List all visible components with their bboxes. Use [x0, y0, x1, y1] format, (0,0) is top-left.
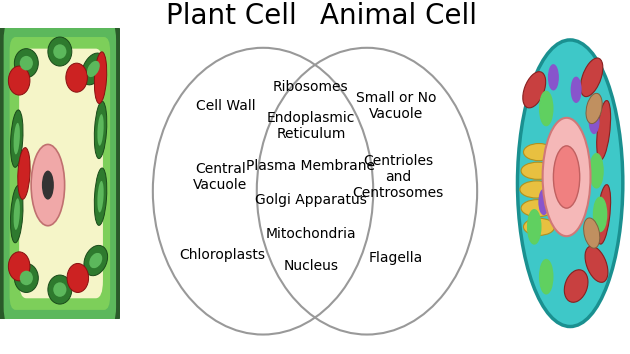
- Ellipse shape: [14, 263, 38, 292]
- Circle shape: [590, 154, 603, 188]
- Text: Chloroplasts: Chloroplasts: [180, 248, 266, 262]
- Circle shape: [540, 259, 553, 294]
- Text: Nucleus: Nucleus: [284, 259, 338, 273]
- Ellipse shape: [521, 162, 554, 179]
- Ellipse shape: [66, 63, 88, 92]
- Ellipse shape: [84, 245, 108, 276]
- FancyBboxPatch shape: [1, 19, 118, 327]
- Text: Small or No
Vacuole: Small or No Vacuole: [356, 91, 437, 121]
- Text: Centrioles
and
Centrosomes: Centrioles and Centrosomes: [353, 154, 444, 200]
- Circle shape: [540, 91, 553, 126]
- Ellipse shape: [11, 185, 23, 243]
- Ellipse shape: [585, 246, 608, 282]
- Ellipse shape: [597, 101, 610, 160]
- Text: Plant Cell: Plant Cell: [166, 2, 297, 30]
- Ellipse shape: [14, 48, 38, 78]
- Ellipse shape: [8, 66, 30, 95]
- Ellipse shape: [48, 275, 72, 304]
- Ellipse shape: [20, 56, 33, 70]
- Ellipse shape: [89, 253, 102, 268]
- Circle shape: [528, 210, 541, 244]
- Ellipse shape: [31, 144, 65, 226]
- Ellipse shape: [20, 271, 33, 285]
- Text: Golgi Apparatus: Golgi Apparatus: [255, 193, 367, 207]
- Text: Animal Cell: Animal Cell: [319, 2, 477, 30]
- Text: Mitochondria: Mitochondria: [265, 227, 356, 241]
- Ellipse shape: [54, 282, 66, 297]
- Ellipse shape: [42, 171, 54, 200]
- Ellipse shape: [98, 181, 104, 212]
- Circle shape: [589, 108, 599, 133]
- Ellipse shape: [524, 143, 554, 161]
- Ellipse shape: [521, 200, 554, 217]
- Ellipse shape: [553, 146, 580, 208]
- Ellipse shape: [597, 185, 610, 244]
- Ellipse shape: [54, 44, 66, 59]
- Text: Endoplasmic
Reticulum: Endoplasmic Reticulum: [266, 110, 355, 141]
- Ellipse shape: [98, 114, 104, 146]
- Circle shape: [593, 197, 607, 232]
- Text: Central
Vacuole: Central Vacuole: [193, 162, 248, 192]
- Ellipse shape: [18, 148, 30, 199]
- Ellipse shape: [94, 168, 107, 225]
- Ellipse shape: [524, 218, 554, 235]
- Text: Ribosomes: Ribosomes: [273, 80, 348, 94]
- Text: Plasma Membrane: Plasma Membrane: [246, 159, 375, 173]
- Ellipse shape: [523, 72, 546, 108]
- Ellipse shape: [82, 53, 105, 85]
- Circle shape: [571, 77, 581, 102]
- Ellipse shape: [11, 110, 23, 167]
- Ellipse shape: [87, 61, 100, 77]
- Text: Cell Wall: Cell Wall: [196, 99, 255, 113]
- Ellipse shape: [586, 93, 602, 124]
- Ellipse shape: [67, 263, 89, 292]
- Text: Flagella: Flagella: [369, 251, 423, 266]
- Ellipse shape: [8, 252, 30, 281]
- FancyBboxPatch shape: [9, 37, 110, 310]
- Ellipse shape: [48, 37, 72, 66]
- Circle shape: [539, 189, 549, 215]
- Ellipse shape: [564, 270, 588, 302]
- Ellipse shape: [14, 123, 20, 154]
- Ellipse shape: [581, 58, 603, 97]
- Ellipse shape: [517, 40, 623, 326]
- Ellipse shape: [583, 218, 600, 248]
- Ellipse shape: [520, 181, 553, 198]
- Ellipse shape: [542, 118, 590, 236]
- Ellipse shape: [94, 52, 106, 103]
- FancyBboxPatch shape: [19, 48, 103, 298]
- Ellipse shape: [94, 101, 107, 159]
- Ellipse shape: [14, 198, 20, 230]
- Circle shape: [549, 65, 558, 90]
